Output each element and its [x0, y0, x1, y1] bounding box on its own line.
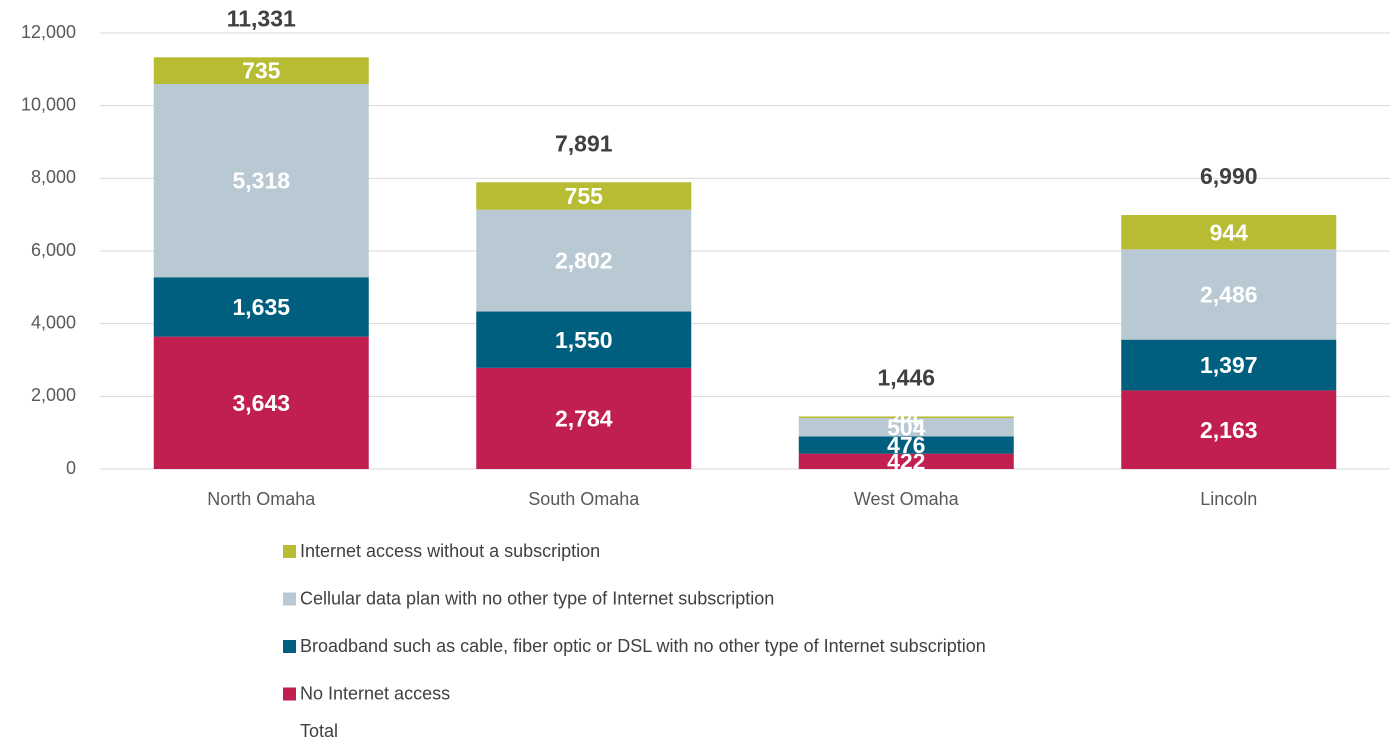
data-label: 735 — [242, 58, 281, 84]
bar-segment — [476, 311, 692, 368]
data-label: 2,163 — [1200, 417, 1258, 443]
total-label: 7,891 — [555, 130, 613, 156]
data-label: 2,486 — [1200, 282, 1258, 308]
bar-segment — [1121, 215, 1337, 250]
x-tick-label: South Omaha — [528, 489, 640, 509]
legend-label: No Internet access — [300, 683, 450, 703]
legend-swatch — [283, 640, 296, 653]
y-tick-label: 4,000 — [31, 312, 76, 332]
data-label: 3,643 — [232, 390, 290, 416]
bar-segment — [798, 416, 1014, 419]
bar-segment — [476, 209, 692, 312]
bar-segment — [153, 336, 369, 469]
y-tick-label: 12,000 — [21, 22, 76, 42]
x-tick-label: West Omaha — [854, 489, 960, 509]
data-label: 5,318 — [232, 168, 290, 194]
data-label: 1,550 — [555, 327, 613, 353]
bar-segment — [1121, 249, 1337, 340]
bar-segment — [1121, 339, 1337, 391]
bar-segment — [153, 84, 369, 278]
x-tick-label: North Omaha — [207, 489, 316, 509]
bar-segment — [1121, 390, 1337, 469]
total-label: 6,990 — [1200, 163, 1258, 189]
y-tick-label: 10,000 — [21, 94, 76, 114]
data-label: 504 — [887, 414, 926, 440]
data-label: 476 — [887, 432, 925, 458]
legend-label: Broadband such as cable, fiber optic or … — [300, 636, 986, 656]
bar-segment — [476, 367, 692, 469]
legend-swatch — [283, 592, 296, 606]
bar-segment — [476, 182, 692, 210]
total-label: 11,331 — [227, 5, 296, 31]
bar-segment — [153, 57, 369, 85]
bar-segment — [798, 418, 1014, 437]
data-label: 44 — [893, 404, 919, 430]
data-label: 2,784 — [555, 406, 613, 432]
data-label: 944 — [1210, 219, 1249, 245]
total-label: 1,446 — [877, 365, 935, 391]
data-label: 1,397 — [1200, 352, 1258, 378]
legend-swatch — [283, 687, 296, 701]
data-label: 1,635 — [232, 294, 290, 320]
x-tick-label: Lincoln — [1200, 489, 1257, 509]
y-tick-label: 8,000 — [31, 167, 76, 187]
bar-segment — [798, 436, 1014, 454]
legend-label: Internet access without a subscription — [300, 541, 600, 561]
legend-swatch — [283, 545, 296, 558]
data-label: 2,802 — [555, 248, 613, 274]
y-tick-label: 2,000 — [31, 385, 76, 405]
legend-label: Total — [300, 721, 338, 741]
y-tick-label: 0 — [66, 458, 76, 478]
legend-label: Cellular data plan with no other type of… — [300, 588, 774, 608]
data-label: 755 — [565, 183, 604, 209]
y-tick-label: 6,000 — [31, 240, 76, 260]
bar-segment — [798, 453, 1014, 469]
bar-segment — [153, 277, 369, 337]
